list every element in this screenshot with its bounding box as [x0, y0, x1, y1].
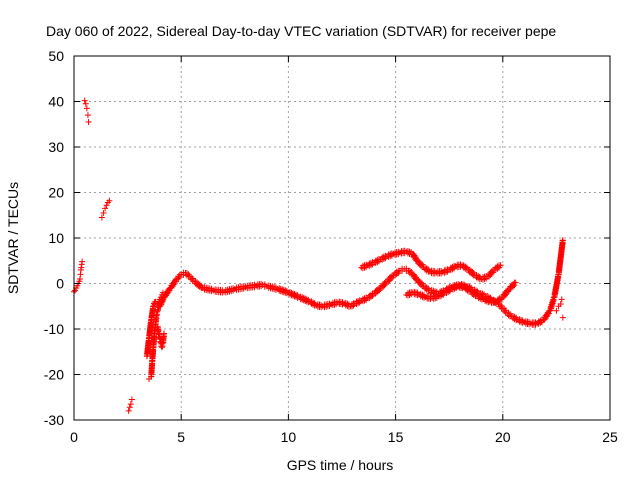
- x-axis-label: GPS time / hours: [287, 457, 394, 473]
- y-tick-label-4: 10: [48, 230, 64, 246]
- x-tick-label-2: 10: [281, 429, 297, 445]
- y-tick-label-5: 20: [48, 185, 64, 201]
- y-axis-label: SDTVAR / TECUs: [5, 182, 21, 294]
- chart-title: Day 060 of 2022, Sidereal Day-to-day VTE…: [46, 23, 556, 39]
- y-tick-label-2: -10: [44, 321, 64, 337]
- x-tick-label-3: 15: [388, 429, 404, 445]
- x-tick-label-0: 0: [70, 429, 78, 445]
- x-tick-label-5: 25: [602, 429, 618, 445]
- y-tick-label-6: 30: [48, 139, 64, 155]
- y-tick-label-8: 50: [48, 48, 64, 64]
- sdtvar-chart: 0 5 10 15 20 25 -30 -20 -10 0 10 20 30 40 50 Day 060 o…: [0, 0, 640, 480]
- x-tick-label-1: 5: [177, 429, 185, 445]
- chart-background: [0, 0, 640, 480]
- y-tick-label-7: 40: [48, 94, 64, 110]
- y-tick-label-1: -20: [44, 367, 64, 383]
- y-tick-label-0: -30: [44, 412, 64, 428]
- y-tick-label-3: 0: [56, 276, 64, 292]
- x-tick-label-4: 20: [495, 429, 511, 445]
